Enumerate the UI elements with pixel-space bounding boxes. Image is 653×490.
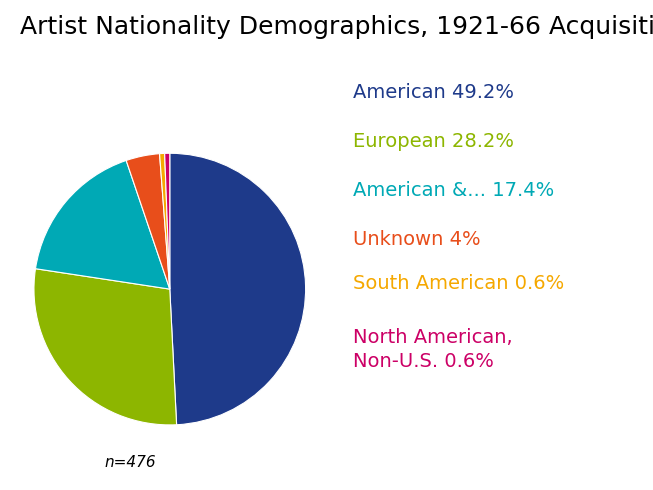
Text: South American 0.6%: South American 0.6% <box>353 274 564 294</box>
Wedge shape <box>165 153 170 289</box>
Text: Unknown 4%: Unknown 4% <box>353 230 480 249</box>
Wedge shape <box>35 160 170 289</box>
Wedge shape <box>170 153 306 425</box>
Text: Artist Nationality Demographics, 1921-66 Acquisitions: Artist Nationality Demographics, 1921-66… <box>20 15 653 39</box>
Text: American &... 17.4%: American &... 17.4% <box>353 181 554 200</box>
Text: North American,
Non-U.S. 0.6%: North American, Non-U.S. 0.6% <box>353 328 512 371</box>
Wedge shape <box>159 153 170 289</box>
Wedge shape <box>126 154 170 289</box>
Text: American 49.2%: American 49.2% <box>353 83 514 102</box>
Text: n=476: n=476 <box>104 455 157 470</box>
Text: European 28.2%: European 28.2% <box>353 132 514 151</box>
Wedge shape <box>34 269 176 425</box>
